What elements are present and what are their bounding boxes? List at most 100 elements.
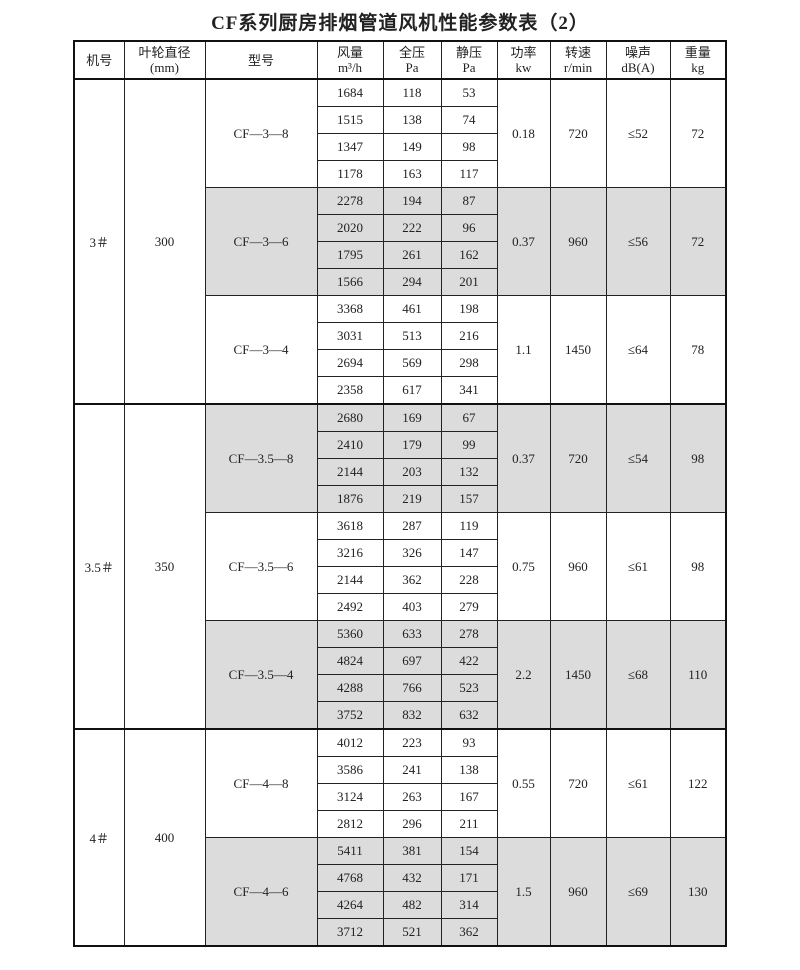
speed-cell: 1450	[549, 295, 607, 405]
header-row: 机号 叶轮直径 (mm) 型号 风量 m³/h 全压 Pa 静压 Pa 功率 kw 转速 r/min 噪声 d…	[73, 40, 727, 80]
airflow-cell: 3368	[316, 295, 384, 323]
static-pressure-cell: 314	[440, 891, 498, 919]
noise-cell: ≤68	[605, 620, 671, 730]
header-unit: kw	[515, 60, 532, 75]
model-cell: CF—3—4	[204, 295, 318, 405]
static-pressure-cell: 93	[440, 728, 498, 757]
header-unit: Pa	[462, 60, 476, 75]
airflow-cell: 4288	[316, 674, 384, 702]
static-pressure-cell: 154	[440, 837, 498, 865]
airflow-cell: 4012	[316, 728, 384, 757]
total-pressure-cell: 766	[382, 674, 442, 702]
airflow-cell: 2492	[316, 593, 384, 621]
table-row: 1876 219 157	[74, 485, 726, 513]
model-cell: CF—4—6	[204, 837, 318, 947]
static-pressure-cell: 157	[440, 485, 498, 513]
impeller-diameter-cell: 350	[123, 403, 206, 730]
model-cell: CF—3.5—6	[204, 512, 318, 621]
static-pressure-cell: 117	[440, 160, 498, 188]
airflow-cell: 4824	[316, 647, 384, 675]
column-header: 静压 Pa	[440, 40, 498, 80]
static-pressure-cell: 278	[440, 620, 498, 648]
speed-cell: 1450	[549, 620, 607, 730]
table-row: 3124 263 167	[74, 783, 726, 811]
table-row: 3031 513 216	[74, 322, 726, 350]
airflow-cell: 2812	[316, 810, 384, 838]
static-pressure-cell: 98	[440, 133, 498, 161]
total-pressure-cell: 617	[382, 376, 442, 405]
weight-cell: 72	[669, 187, 727, 296]
header-unit: Pa	[405, 60, 419, 75]
table-row: 3＃ 300 CF—3—8 1684 118 53 0.18 720 ≤52 72	[73, 78, 727, 405]
header-label: 功率	[510, 45, 537, 60]
weight-cell: 110	[669, 620, 727, 730]
model-cell: CF—4—8	[204, 728, 318, 838]
noise-cell: ≤54	[605, 403, 671, 513]
table-row: CF—3.5—6 3618 287 119 0.75 960 ≤61 98	[74, 512, 727, 621]
noise-cell: ≤61	[605, 728, 671, 838]
table-row: 2358 617 341	[74, 376, 726, 405]
performance-table: 机号 叶轮直径 (mm) 型号 风量 m³/h 全压 Pa 静压 Pa 功率 kw 转速 r/min 噪声 d…	[73, 40, 727, 947]
header-label: 风量	[336, 45, 363, 60]
total-pressure-cell: 461	[382, 295, 442, 323]
header-unit: kg	[691, 60, 705, 75]
column-header: 型号	[204, 40, 318, 80]
table-row: 3752 832 632	[74, 701, 726, 730]
table-row: 2144 362 228	[74, 566, 726, 594]
table-row: CF—4—6 5411 381 154 1.5 960 ≤69 130	[74, 837, 727, 947]
column-header: 全压 Pa	[382, 40, 442, 80]
total-pressure-cell: 381	[382, 837, 442, 865]
noise-cell: ≤52	[605, 78, 671, 188]
total-pressure-cell: 482	[382, 891, 442, 919]
static-pressure-cell: 171	[440, 864, 498, 892]
total-pressure-cell: 362	[382, 566, 442, 594]
speed-cell: 960	[549, 187, 607, 296]
static-pressure-cell: 298	[440, 349, 498, 377]
column-header: 叶轮直径 (mm)	[123, 40, 206, 80]
airflow-cell: 1684	[316, 78, 384, 107]
airflow-cell: 2358	[316, 376, 384, 405]
table-row: 4768 432 171	[74, 864, 726, 892]
airflow-cell: 3752	[316, 701, 384, 730]
speed-cell: 720	[549, 728, 607, 838]
total-pressure-cell: 697	[382, 647, 442, 675]
total-pressure-cell: 169	[382, 403, 442, 432]
static-pressure-cell: 87	[440, 187, 498, 215]
model-cell: CF—3.5—8	[204, 403, 318, 513]
table-row: 2492 403 279	[74, 593, 726, 621]
airflow-cell: 5411	[316, 837, 384, 865]
static-pressure-cell: 67	[440, 403, 498, 432]
airflow-cell: 1566	[316, 268, 384, 296]
total-pressure-cell: 203	[382, 458, 442, 486]
model-cell: CF—3—8	[204, 78, 318, 188]
airflow-cell: 1876	[316, 485, 384, 513]
static-pressure-cell: 632	[440, 701, 498, 730]
airflow-cell: 1795	[316, 241, 384, 269]
table-row: 3712 521 362	[74, 918, 726, 947]
noise-cell: ≤61	[605, 512, 671, 621]
weight-cell: 72	[669, 78, 727, 188]
static-pressure-cell: 523	[440, 674, 498, 702]
airflow-cell: 1178	[316, 160, 384, 188]
table-row: 3586 241 138	[74, 756, 726, 784]
total-pressure-cell: 261	[382, 241, 442, 269]
total-pressure-cell: 223	[382, 728, 442, 757]
table-row: 1795 261 162	[74, 241, 726, 269]
column-header: 机号	[73, 40, 125, 80]
speed-cell: 720	[549, 78, 607, 188]
static-pressure-cell: 228	[440, 566, 498, 594]
table-row: 1347 149 98	[74, 133, 726, 161]
static-pressure-cell: 341	[440, 376, 498, 405]
static-pressure-cell: 167	[440, 783, 498, 811]
static-pressure-cell: 362	[440, 918, 498, 947]
impeller-diameter-cell: 400	[123, 728, 206, 947]
table-row: CF—3.5—4 5360 633 278 2.2 1450 ≤68 110	[74, 620, 727, 730]
total-pressure-cell: 403	[382, 593, 442, 621]
airflow-cell: 2144	[316, 458, 384, 486]
static-pressure-cell: 74	[440, 106, 498, 134]
header-label: 机号	[86, 52, 113, 68]
speed-cell: 720	[549, 403, 607, 513]
column-header: 重量 kg	[669, 40, 727, 80]
noise-cell: ≤69	[605, 837, 671, 947]
weight-cell: 98	[669, 403, 727, 513]
